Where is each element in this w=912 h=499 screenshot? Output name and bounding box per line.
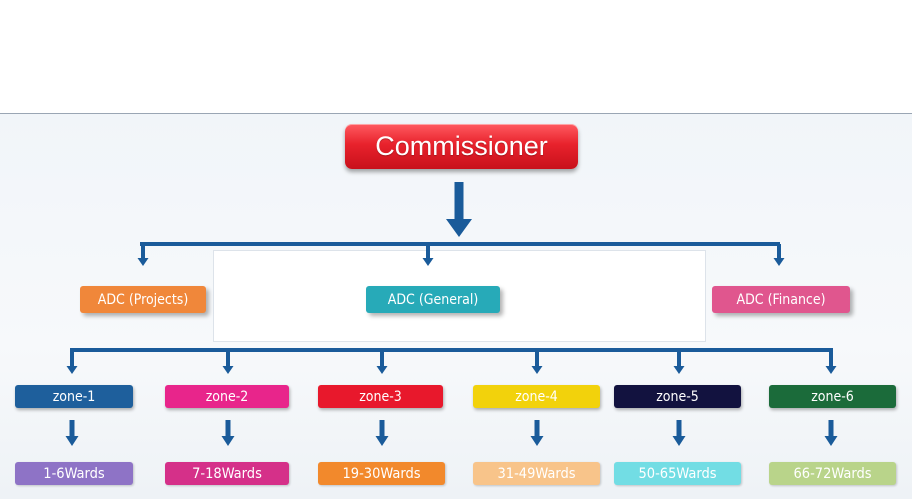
zone-4-wards-arrow bbox=[530, 420, 544, 446]
adc-general-arrow bbox=[422, 244, 434, 266]
zone-3-wards-arrow bbox=[375, 420, 389, 446]
zone-5-wards-arrow bbox=[672, 420, 686, 446]
zone-4-wards: 31-49Wards bbox=[473, 462, 600, 485]
zone-6-arrow bbox=[825, 350, 837, 374]
zone-1-wards: 1-6Wards bbox=[15, 462, 133, 485]
zone-2-node: zone-2 bbox=[165, 385, 289, 408]
zone-5-arrow bbox=[673, 350, 685, 374]
zone-3-arrow bbox=[376, 350, 388, 374]
zone-2-wards: 7-18Wards bbox=[165, 462, 289, 485]
zone-3-wards: 19-30Wards bbox=[318, 462, 445, 485]
zone-5-wards: 50-65Wards bbox=[614, 462, 741, 485]
adc-general-node: ADC (General) bbox=[366, 286, 500, 313]
header-area bbox=[0, 0, 912, 113]
zone-3-node: zone-3 bbox=[318, 385, 443, 408]
zone-5-node: zone-5 bbox=[614, 385, 741, 408]
zone-1-wards-arrow bbox=[65, 420, 79, 446]
adc-projects-arrow bbox=[137, 244, 149, 266]
commissioner-node: Commissioner bbox=[345, 124, 578, 169]
zone-4-node: zone-4 bbox=[473, 385, 600, 408]
adc-finance-node: ADC (Finance) bbox=[712, 286, 850, 313]
commissioner-arrow bbox=[446, 182, 472, 237]
zone-6-wards-arrow bbox=[824, 420, 838, 446]
zone-1-arrow bbox=[66, 350, 78, 374]
zone-2-arrow bbox=[222, 350, 234, 374]
zone-6-wards: 66-72Wards bbox=[769, 462, 896, 485]
adc-finance-arrow bbox=[773, 244, 785, 266]
header-divider bbox=[0, 113, 912, 114]
zone-6-node: zone-6 bbox=[769, 385, 896, 408]
zone-4-arrow bbox=[531, 350, 543, 374]
zone-2-wards-arrow bbox=[221, 420, 235, 446]
adc-projects-node: ADC (Projects) bbox=[80, 286, 206, 313]
zone-1-node: zone-1 bbox=[15, 385, 133, 408]
